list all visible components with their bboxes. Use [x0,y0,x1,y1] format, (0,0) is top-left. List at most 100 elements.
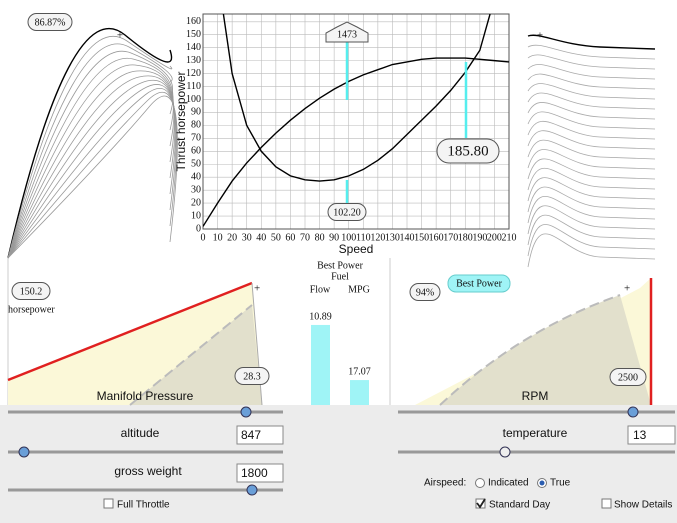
marker: + [117,30,123,42]
curve [7,27,173,259]
fuel-subtitle: Fuel [331,271,349,282]
curve [527,158,656,180]
curve [527,44,656,60]
curve [7,57,174,259]
y-tick-label: 40 [191,171,201,182]
curve [7,91,178,259]
curve [527,149,656,170]
x-tick-label: 210 [502,232,517,243]
bubble [436,138,500,164]
label: Indicated [488,478,529,489]
checkbox[interactable] [601,498,612,509]
region [130,305,262,405]
region [440,295,651,405]
curve [527,167,656,191]
curve [527,73,656,90]
curve [527,121,656,140]
x-tick-label: 90 [329,232,339,243]
label: True [550,478,571,489]
curve [527,54,656,70]
curve [7,88,177,259]
curve [527,102,656,120]
y-axis-label: Thrust horsepower [174,71,188,171]
curve [7,50,173,259]
x-tick-label: 200 [487,232,502,243]
curve [527,205,656,235]
curve [527,177,656,202]
x-tick-label: 50 [271,232,281,243]
bubble-label: 28.3 [243,371,261,382]
label: gross weight [114,464,182,478]
curve [527,83,656,100]
x-tick-label: 30 [242,232,252,243]
x-tick-label: 180 [458,232,473,243]
input-value: 847 [241,428,261,442]
curve [527,139,656,160]
dashed-line [129,304,253,406]
line [203,57,509,227]
bubble [11,282,51,300]
bubble [27,13,73,31]
curve [7,75,175,259]
y-tick-label: 90 [191,107,201,118]
curve [527,186,656,213]
x-tick-label: 100 [341,232,356,243]
y-tick-label: 50 [191,159,201,170]
panel-title: Manifold Pressure [97,389,194,403]
input-value: 1800 [241,466,268,480]
x-tick-label: 120 [370,232,385,243]
input[interactable] [627,425,676,445]
arrow-bubble [325,21,369,43]
plot-bg [203,14,509,229]
controls-bg [0,405,677,523]
bubble-label: 2500 [618,372,638,383]
x-tick-label: 70 [300,232,310,243]
slider-thumbs[interactable] [18,406,639,496]
curve [527,64,656,80]
radio-dot [539,480,545,486]
check [476,498,486,509]
y-tick-label: 140 [186,42,201,53]
fuel-title: Best Power [317,260,364,271]
bubble [327,203,367,221]
button-label: Best Power [456,278,503,289]
fuel-column: Flow [310,284,331,295]
curve [527,214,656,246]
dashed-line [439,294,621,406]
best-power-button[interactable] [447,274,511,293]
input[interactable] [236,425,284,445]
marker: + [537,30,543,42]
checkbox[interactable] [475,498,486,509]
curve [527,34,656,50]
bubble-label: 94% [416,287,434,298]
label: temperature [503,426,568,440]
curve [527,130,656,150]
curve [7,35,173,259]
radio[interactable] [475,478,485,488]
fuel-column: MPG [348,284,370,295]
y-tick-label: 20 [191,197,201,208]
curve [7,64,174,259]
bubble-label: 102.20 [333,207,361,218]
input[interactable] [236,463,284,483]
x-tick-label: 60 [285,232,295,243]
y-tick-label: 150 [186,29,201,40]
x-tick-label: 80 [315,232,325,243]
curve [7,43,173,259]
bubble-label: 185.80 [447,143,488,159]
curve [527,224,656,257]
label: Airspeed: [424,478,466,489]
marker: + [254,283,260,295]
fuel-label: 10.89 [309,311,332,322]
x-tick-label: 170 [443,232,458,243]
curve [527,111,656,130]
x-tick-label: 40 [256,232,266,243]
x-tick-label: 140 [400,232,415,243]
checkbox[interactable] [103,498,114,509]
y-tick-label: 60 [191,146,201,157]
bubble [609,368,647,386]
bubble-label: 150.2 [20,286,43,297]
curve [7,95,178,259]
x-axis-label: Speed [339,242,374,256]
